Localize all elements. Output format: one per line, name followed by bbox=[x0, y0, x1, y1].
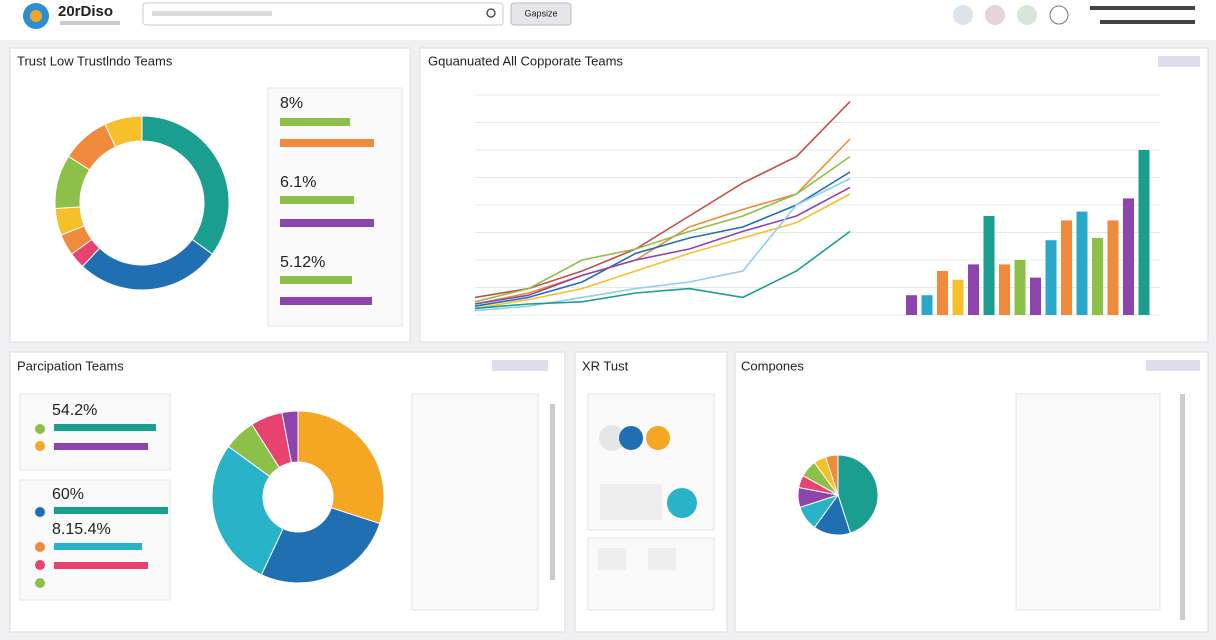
stat-bar bbox=[54, 507, 168, 514]
panel-title: XR Tust bbox=[582, 358, 629, 373]
stats-box bbox=[19, 479, 171, 601]
stat-bar bbox=[54, 543, 142, 550]
icon[interactable] bbox=[1017, 5, 1037, 25]
brand: 20rDiso bbox=[58, 3, 113, 20]
stat-bar bbox=[54, 443, 148, 450]
dot bbox=[35, 507, 45, 517]
kpi: 60% bbox=[52, 486, 84, 503]
segment bbox=[297, 410, 385, 525]
stat-bar bbox=[54, 562, 148, 569]
segment bbox=[211, 445, 284, 576]
scrollbar[interactable] bbox=[1180, 394, 1185, 620]
stat-bar bbox=[280, 118, 350, 126]
stats-box bbox=[267, 87, 403, 327]
bar bbox=[999, 264, 1010, 315]
kpi: 6.1% bbox=[280, 174, 316, 191]
icon[interactable] bbox=[953, 5, 973, 25]
bar bbox=[937, 271, 948, 315]
dot bbox=[35, 560, 45, 570]
line bbox=[474, 101, 851, 299]
bar bbox=[906, 295, 917, 315]
line bbox=[474, 155, 851, 303]
bar bbox=[1123, 198, 1134, 315]
segment bbox=[281, 410, 299, 464]
segment bbox=[104, 115, 143, 148]
panel-tag[interactable] bbox=[1146, 360, 1200, 371]
panel-tag[interactable] bbox=[492, 360, 548, 371]
stat-bar bbox=[280, 219, 374, 227]
bubble bbox=[646, 426, 670, 450]
bar bbox=[983, 216, 995, 315]
search-icon bbox=[486, 8, 496, 18]
dot bbox=[35, 542, 45, 552]
kpi: 5.12% bbox=[280, 254, 325, 271]
search-box[interactable] bbox=[142, 2, 504, 26]
dot bbox=[35, 441, 45, 451]
compones-list bbox=[1015, 393, 1185, 620]
icon[interactable] bbox=[1049, 5, 1069, 25]
stats-box bbox=[19, 393, 171, 471]
segment bbox=[260, 507, 381, 584]
line bbox=[474, 177, 851, 312]
bar bbox=[952, 279, 964, 315]
line bbox=[474, 138, 851, 305]
bar bbox=[968, 264, 979, 315]
line bbox=[474, 230, 851, 310]
list-box bbox=[1015, 393, 1161, 611]
stat-bar bbox=[280, 139, 374, 147]
bar bbox=[1107, 220, 1119, 315]
scrollbar[interactable] bbox=[550, 404, 555, 580]
bubble bbox=[599, 425, 625, 451]
bar bbox=[921, 295, 933, 315]
list bbox=[411, 393, 555, 611]
bubble bbox=[667, 488, 697, 518]
user-info bbox=[1100, 20, 1195, 24]
logo-dot bbox=[30, 10, 42, 22]
search-button[interactable] bbox=[510, 2, 572, 26]
segment bbox=[825, 454, 839, 496]
panel-title: Trust Low Trustlndo Teams bbox=[17, 53, 173, 68]
bar bbox=[1092, 238, 1103, 315]
search-placeholder bbox=[152, 11, 272, 16]
list-box bbox=[411, 393, 539, 611]
icon[interactable] bbox=[985, 5, 1005, 25]
stat-bar bbox=[54, 424, 156, 431]
user-info bbox=[1090, 6, 1195, 10]
bar bbox=[1030, 277, 1041, 315]
bar bbox=[1061, 220, 1072, 315]
panel-title: Parcipation Teams bbox=[17, 358, 124, 373]
panel-title: Compones bbox=[741, 358, 804, 373]
bar bbox=[1045, 240, 1057, 315]
kpi: 54.2% bbox=[52, 402, 97, 419]
line bbox=[474, 193, 851, 310]
xr-content bbox=[587, 393, 715, 611]
line bbox=[474, 186, 851, 305]
xr-block bbox=[648, 548, 676, 570]
stat-bar bbox=[280, 297, 372, 305]
bubble bbox=[619, 426, 643, 450]
panel-title: Gquanuated All Copporate Teams bbox=[428, 53, 623, 68]
xr-block bbox=[598, 548, 626, 570]
search-button-label: Gapsize bbox=[524, 8, 557, 18]
line bbox=[474, 171, 851, 307]
xr-block bbox=[600, 484, 662, 520]
segment bbox=[837, 454, 879, 534]
brand-sub bbox=[60, 21, 120, 25]
stat-bar bbox=[280, 196, 354, 204]
bar bbox=[1138, 150, 1150, 315]
bar bbox=[1076, 211, 1088, 315]
kpi: 8.15.4% bbox=[52, 521, 111, 538]
dot bbox=[35, 578, 45, 588]
panel-tag[interactable] bbox=[1158, 56, 1200, 67]
kpi: 8% bbox=[280, 95, 303, 112]
stat-bar bbox=[280, 276, 352, 284]
bar bbox=[1014, 260, 1026, 315]
dot bbox=[35, 424, 45, 434]
